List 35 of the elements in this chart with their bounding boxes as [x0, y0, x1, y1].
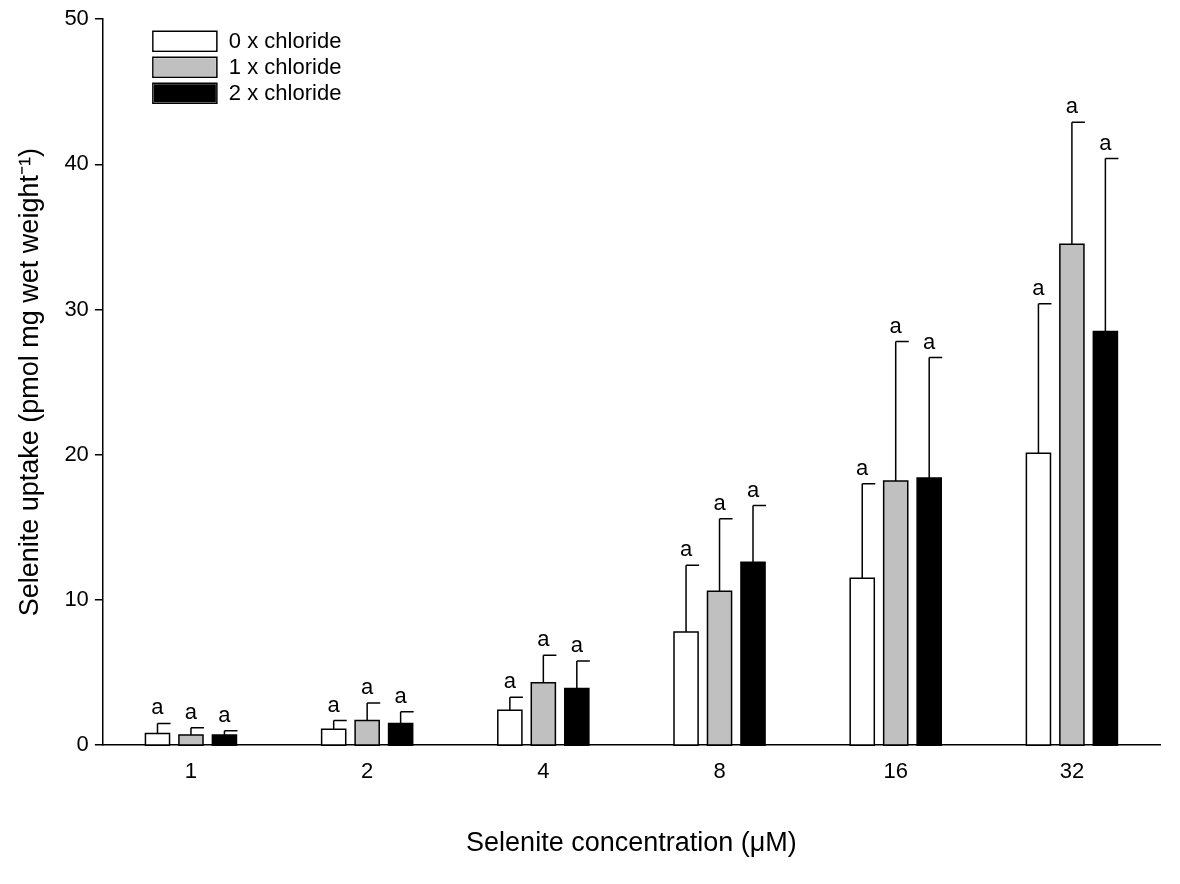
annotation: a: [394, 682, 408, 708]
y-tick-label: 0: [76, 731, 89, 757]
annotation: a: [856, 454, 870, 480]
annotation: a: [537, 626, 551, 652]
y-tick-label: 10: [64, 586, 89, 612]
annotation: a: [361, 674, 375, 700]
y-tick-label: 30: [64, 295, 89, 321]
y-axis-title: Selenite uptake (pmol mg wet weight⁻¹): [13, 148, 44, 617]
x-tick-label: 16: [883, 758, 908, 784]
x-axis-title: Selenite concentration (μM): [466, 827, 797, 858]
y-tick-label: 40: [64, 150, 89, 176]
annotation: a: [889, 312, 903, 338]
annotation: a: [713, 489, 727, 515]
x-tick-label: 4: [537, 758, 550, 784]
annotation: a: [679, 536, 693, 562]
x-tick-label: 2: [361, 758, 374, 784]
annotation: a: [1032, 274, 1046, 300]
annotation: a: [1099, 129, 1113, 155]
y-tick-label: 20: [64, 440, 89, 466]
y-tick-label: 50: [64, 5, 89, 31]
annotation: a: [327, 691, 341, 717]
annotation: a: [503, 668, 517, 694]
legend-label: 0 x chloride: [228, 28, 342, 54]
legend-label: 2 x chloride: [228, 80, 342, 106]
legend-label: 1 x chloride: [228, 54, 342, 80]
annotation: a: [923, 328, 937, 354]
annotation: a: [184, 698, 198, 724]
x-tick-label: 8: [713, 758, 726, 784]
annotation: a: [746, 476, 760, 502]
annotation: a: [151, 694, 165, 720]
x-tick-label: 32: [1059, 758, 1085, 784]
annotation: a: [218, 701, 232, 727]
annotation: a: [570, 632, 584, 658]
annotation: a: [1065, 93, 1079, 119]
x-tick-label: 1: [184, 758, 198, 784]
